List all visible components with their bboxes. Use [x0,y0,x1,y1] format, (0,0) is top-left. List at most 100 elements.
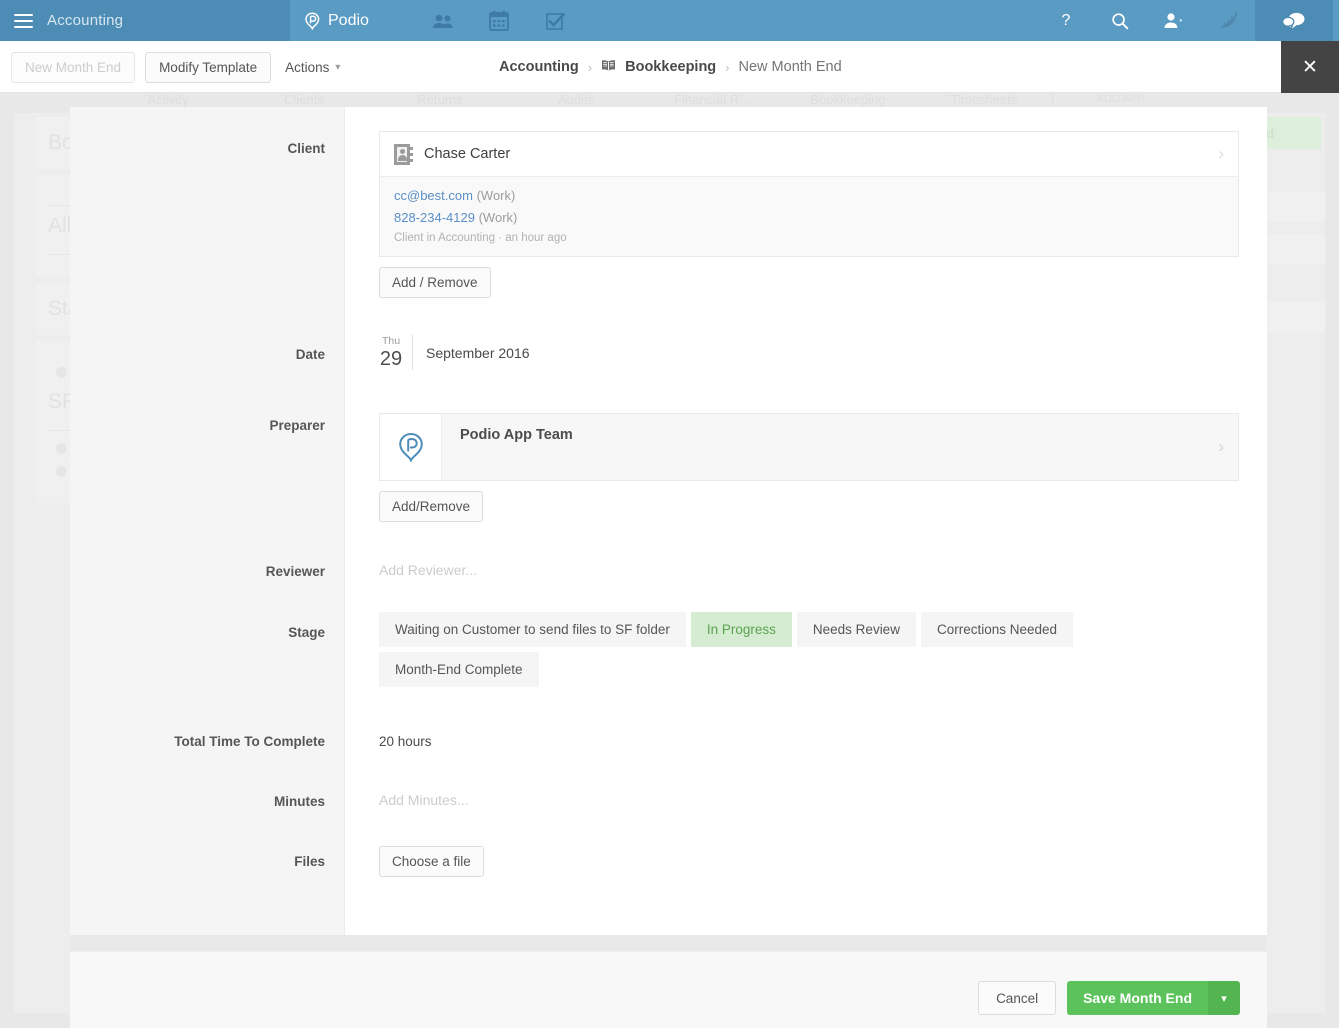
podio-brand[interactable]: Podio [304,12,369,30]
client-email-kind: (Work) [476,188,516,203]
label-files: Files [294,854,325,869]
chevron-right-icon[interactable]: › [1218,144,1224,163]
podio-logo-icon [398,432,423,462]
user-account-icon[interactable] [1147,0,1201,41]
stage-option-list: Waiting on Customer to send files to SF … [379,612,1099,687]
field-reviewer[interactable]: Add Reviewer... [379,562,477,578]
modal-toolbar-actions: New Month End Modify Template Actions ▾ [11,52,344,83]
chat-bubbles-icon[interactable] [1255,0,1333,41]
save-options-chevron-down-icon[interactable]: ▾ [1208,981,1240,1015]
label-total-time: Total Time To Complete [174,734,325,749]
modify-template-button[interactable]: Modify Template [145,52,272,83]
choose-file-button[interactable]: Choose a file [379,846,484,877]
breadcrumb-separator-icon: › [587,59,593,75]
client-add-remove-button[interactable]: Add / Remove [379,267,491,298]
breadcrumb-item-bookkeeping[interactable]: Bookkeeping [601,59,716,75]
stage-option-needs-review[interactable]: Needs Review [796,612,916,647]
close-icon[interactable]: ✕ [1281,41,1339,93]
background-tab: Returns [417,91,463,107]
label-preparer: Preparer [269,418,325,433]
stage-option-complete[interactable]: Month-End Complete [379,652,539,687]
preparer-add-remove-button[interactable]: Add/Remove [379,491,484,522]
calendar-icon[interactable] [471,0,527,41]
item-form: Client Date Preparer Reviewer Stage Tota… [70,107,1267,935]
form-label-column: Client Date Preparer Reviewer Stage Tota… [70,107,345,935]
breadcrumb-item-current: New Month End [738,59,842,75]
breadcrumb-separator-icon: › [725,59,730,75]
podio-brand-label: Podio [328,11,369,29]
form-footer: Cancel Save Month End ▾ [70,951,1267,1028]
tasks-checkbox-icon[interactable] [527,0,583,41]
client-phone-link[interactable]: 828-234-4129 [394,210,475,225]
help-question-icon[interactable]: ? [1061,11,1071,29]
label-reviewer: Reviewer [265,564,325,579]
preparer-name: Podio App Team [460,427,573,443]
reviewer-placeholder[interactable]: Add Reviewer... [379,562,478,578]
modal-toolbar: New Month End Modify Template Actions ▾ … [0,41,1339,93]
field-total-time[interactable]: 20 hours [379,734,432,749]
field-stage: Waiting on Customer to send files to SF … [379,612,1099,687]
date-weekday: Thu [381,335,401,347]
client-reference-card[interactable]: Chase Carter › cc@best.com (Work) 828-23… [379,131,1239,257]
client-card-details: cc@best.com (Work) 828-234-4129 (Work) C… [380,176,1238,256]
client-phone-line: 828-234-4129 (Work) [394,210,1224,225]
book-icon [602,60,616,71]
date-day-number: 29 [379,348,403,370]
field-minutes[interactable]: Add Minutes... [379,792,469,808]
stage-option-waiting[interactable]: Waiting on Customer to send files to SF … [379,612,686,647]
field-preparer: Podio App Team › Add/Remove [379,413,1239,522]
label-stage: Stage [288,625,325,640]
background-tab: Bookkeeping [810,91,886,107]
save-month-end-button[interactable]: Save Month End [1067,981,1208,1015]
label-client: Client [287,141,325,156]
new-month-end-button[interactable]: New Month End [11,52,136,83]
form-bottom-gap [70,935,1267,954]
chevron-down-icon: ▾ [335,62,341,73]
preparer-avatar [380,414,442,480]
client-card-header[interactable]: Chase Carter › [380,132,1238,176]
client-phone-kind: (Work) [478,210,518,225]
total-time-value: 20 hours [379,734,432,749]
field-files: Choose a file [379,846,484,877]
label-date: Date [295,347,325,362]
background-bullet [56,466,67,477]
background-tab: Activity [147,91,189,107]
background-bullet [56,443,67,454]
search-icon[interactable] [1093,0,1147,41]
save-button-group: Save Month End ▾ [1067,981,1240,1015]
background-tab: Financial R... [674,91,750,107]
background-tab-add-app: ADD APP [1052,93,1188,105]
podio-logo-icon [305,11,320,30]
global-header: Accounting Podio [0,0,1339,41]
stage-option-corrections[interactable]: Corrections Needed [920,612,1074,647]
chevron-right-icon[interactable]: › [1218,437,1224,456]
preparer-reference-card[interactable]: Podio App Team › [379,413,1239,481]
date-day-box: Thu 29 [379,335,413,370]
client-meta: Client in Accounting · an hour ago [394,232,567,244]
space-header[interactable]: Accounting [0,0,290,41]
form-field-column: Chase Carter › cc@best.com (Work) 828-23… [345,107,1267,935]
client-email-link[interactable]: cc@best.com [394,188,473,203]
hamburger-icon[interactable] [14,13,33,28]
footer-actions: Cancel Save Month End ▾ [978,981,1240,1015]
background-bullet [56,367,67,378]
field-client: Chase Carter › cc@best.com (Work) 828-23… [379,131,1239,298]
background-tab: Audits [557,91,595,107]
activity-stream-icon[interactable] [1201,0,1255,41]
breadcrumb: Accounting › Bookkeeping › New Month End [499,41,842,93]
stage-option-in-progress[interactable]: In Progress [690,612,792,647]
cancel-button[interactable]: Cancel [978,981,1057,1015]
date-month-year: September 2016 [426,344,530,361]
breadcrumb-item-accounting[interactable]: Accounting [499,59,579,75]
global-nav: Podio [290,0,1039,41]
actions-menu-label: Actions [285,60,330,75]
contacts-people-icon[interactable] [415,0,471,41]
field-date[interactable]: Thu 29 September 2016 [379,335,530,370]
global-header-actions: ? [1039,0,1339,41]
contact-card-icon [394,143,413,165]
background-tab: Timesheets [950,91,1018,107]
minutes-placeholder[interactable]: Add Minutes... [379,792,469,808]
actions-menu[interactable]: Actions ▾ [281,53,344,82]
label-minutes: Minutes [273,794,325,809]
breadcrumb-item-bookkeeping-label: Bookkeeping [625,59,717,75]
